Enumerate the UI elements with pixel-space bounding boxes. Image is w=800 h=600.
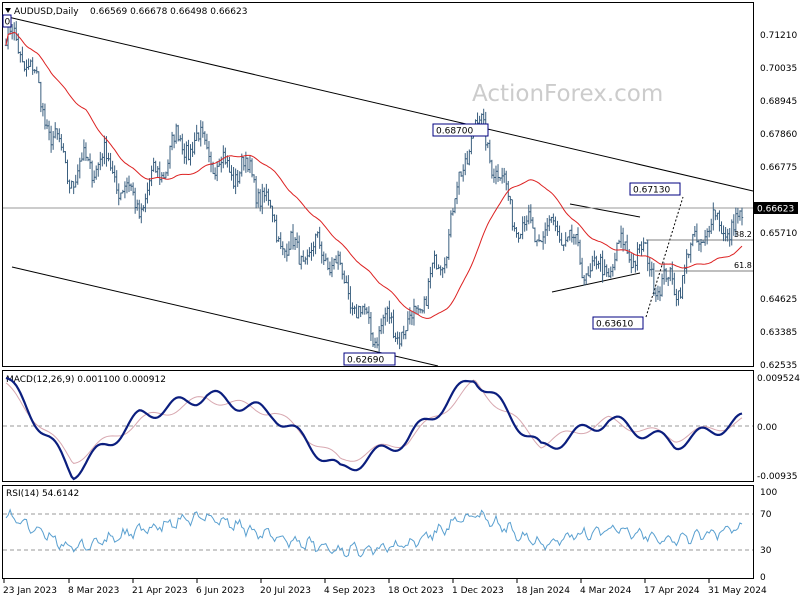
macd-tick: 0.009524 xyxy=(757,374,800,384)
rsi-line xyxy=(5,508,743,558)
annotation-low-b-label: 0.63610 xyxy=(596,320,633,330)
fib-382-label: 38.2 xyxy=(734,230,752,239)
main-panel-frame xyxy=(2,2,754,367)
symbol-label: AUDUSD,Daily xyxy=(14,7,79,17)
fib-618-label: 61.8 xyxy=(734,261,752,270)
annotation-low-a: 0.62690 xyxy=(343,352,396,366)
macd-tick: -0.00935 xyxy=(757,472,797,482)
price-tick: 0.63385 xyxy=(760,328,797,338)
price-tick: 0.67860 xyxy=(760,130,797,140)
x-tick-label: 4 Sep 2023 xyxy=(324,586,375,596)
price-tick: 0.70035 xyxy=(760,64,797,74)
annotation-high-b-label: 0.67130 xyxy=(633,186,670,196)
corner-marker-label: 0 xyxy=(5,18,11,28)
macd-line xyxy=(5,376,743,481)
upper-channel-line xyxy=(7,16,754,192)
price-axis: 0.71210 0.70035 0.68945 0.67860 0.66775 … xyxy=(760,31,797,371)
price-tick: 0.64625 xyxy=(760,295,797,305)
x-tick-label: 8 Mar 2023 xyxy=(68,586,119,596)
price-tick: 0.66775 xyxy=(760,163,797,173)
chart-header: AUDUSD,Daily 0.66569 0.66678 0.66498 0.6… xyxy=(5,7,247,17)
x-tick-label: 18 Oct 2023 xyxy=(388,586,444,596)
x-tick-label: 23 Jan 2023 xyxy=(3,586,57,596)
current-price-tag: 0.66623 xyxy=(754,202,798,215)
rsi-tick: 30 xyxy=(760,546,772,556)
x-tick-label: 31 May 2024 xyxy=(708,586,767,596)
rsi-tick: 100 xyxy=(760,488,777,498)
price-tick: 0.71210 xyxy=(760,31,797,41)
dotted-rally-line xyxy=(645,196,684,318)
macd-label: MACD(12,26,9) 0.001100 0.000912 xyxy=(6,375,166,385)
current-price-label: 0.66623 xyxy=(757,205,794,215)
x-tick-label: 17 Apr 2024 xyxy=(644,586,700,596)
corner-marker: 0 xyxy=(2,14,12,28)
annotation-low-a-label: 0.62690 xyxy=(347,356,384,366)
x-tick-label: 6 Jun 2023 xyxy=(196,586,244,596)
annotation-low-b: 0.63610 xyxy=(592,316,644,330)
rsi-panel-frame xyxy=(2,485,754,579)
lower-channel-line xyxy=(11,266,439,367)
watermark: ActionForex.com xyxy=(472,81,663,107)
x-axis: 23 Jan 2023 8 Mar 2023 21 Apr 2023 6 Jun 20… xyxy=(3,579,767,596)
annotation-high-b: 0.67130 xyxy=(629,182,681,196)
macd-signal-line xyxy=(5,379,743,464)
price-tick: 0.68945 xyxy=(760,97,797,107)
annotation-high-a-label: 0.68700 xyxy=(436,127,473,137)
x-tick-label: 1 Dec 2023 xyxy=(452,586,504,596)
ohlc-label: 0.66569 0.66678 0.66498 0.66623 xyxy=(90,7,247,17)
price-tick: 0.62535 xyxy=(760,361,797,371)
macd-tick: 0.00 xyxy=(757,423,777,433)
rsi-label: RSI(14) 54.6142 xyxy=(6,489,79,499)
triangle-lower-line xyxy=(551,272,641,293)
rsi-tick: 70 xyxy=(760,510,772,520)
rsi-tick: 0 xyxy=(760,573,766,583)
moving-average-line xyxy=(5,31,743,319)
collapse-triangle-icon xyxy=(5,8,11,13)
x-tick-label: 18 Jan 2024 xyxy=(516,586,570,596)
price-bar xyxy=(740,207,744,226)
x-tick-label: 20 Jul 2023 xyxy=(260,586,311,596)
triangle-upper-line xyxy=(569,203,641,218)
annotation-high-a: 0.68700 xyxy=(432,123,489,137)
x-tick-label: 21 Apr 2023 xyxy=(132,586,188,596)
price-tick: 0.65710 xyxy=(760,229,797,239)
x-tick-label: 4 Mar 2024 xyxy=(580,586,632,596)
